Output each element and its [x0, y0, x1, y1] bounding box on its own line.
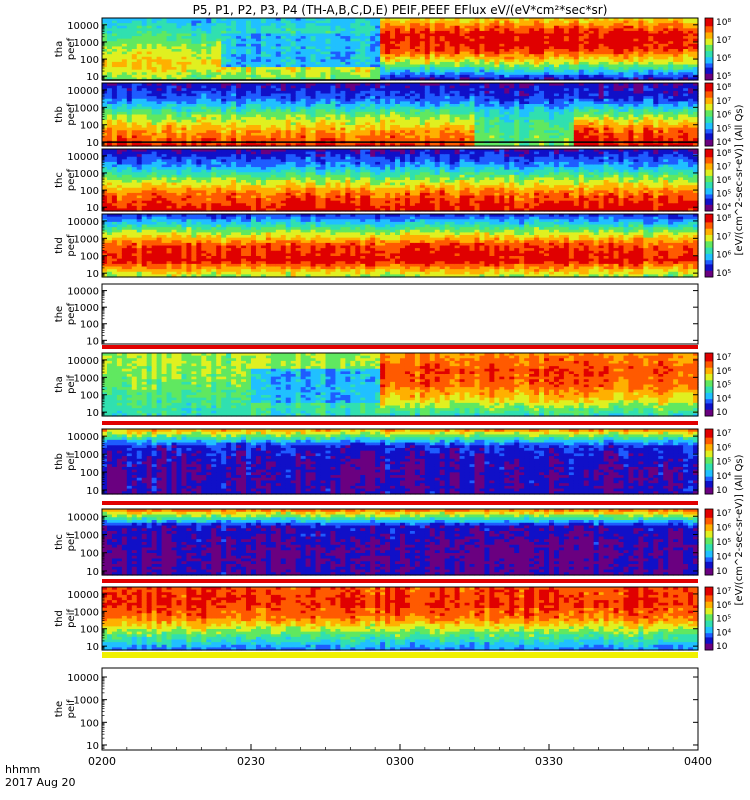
spectrogram-image: [102, 83, 699, 147]
panel-product-label: peef: [66, 37, 77, 60]
panel-probe-label: tha: [54, 41, 65, 57]
y-tick-label: 10000: [67, 21, 99, 32]
chart-title: P5, P1, P2, P3, P4 (TH-A,B,C,D,E) PEIF,P…: [193, 3, 608, 17]
y-tick-label: 10: [86, 72, 99, 83]
panels-group: 10 100 1000 10000tha peef 10100100010000thb pe…: [54, 18, 699, 752]
y-tick-label: 100: [80, 55, 99, 66]
spectrogram-image: [102, 18, 699, 81]
panel-tha-peef: 10 100 1000 10000tha peef: [54, 18, 699, 83]
panel-thb-peef: 10100100010000thb peef: [54, 83, 699, 149]
y-tick-label: 1000: [74, 38, 99, 49]
